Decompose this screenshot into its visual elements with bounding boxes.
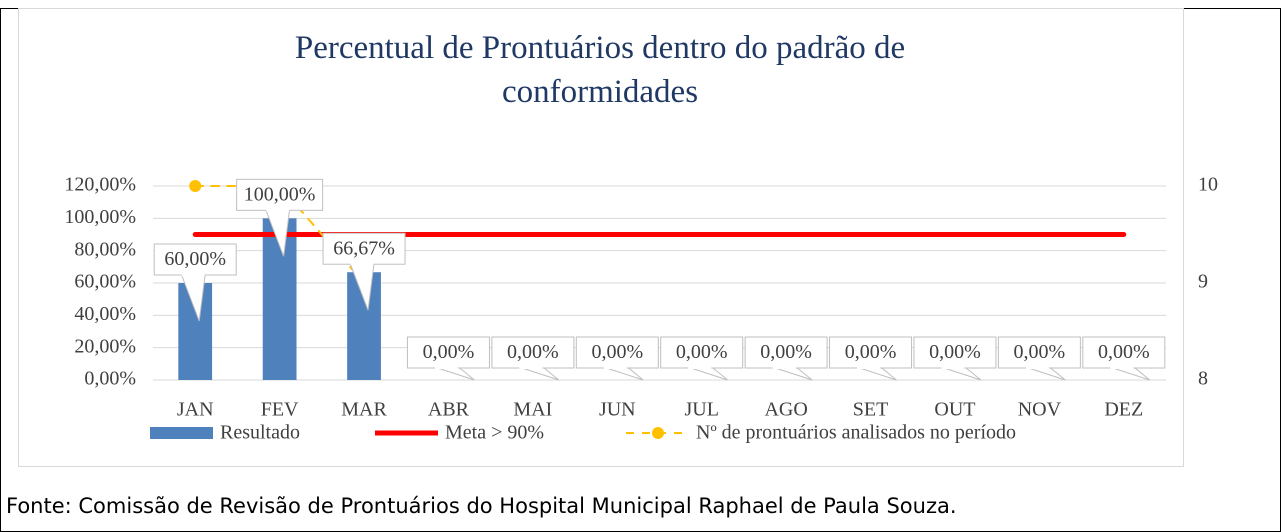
data-label: 0,00% xyxy=(423,341,475,363)
chart-title: Percentual de Prontuários dentro do padr… xyxy=(294,30,906,110)
y-tick-label: 0,00% xyxy=(84,368,136,390)
y-tick-label: 120,00% xyxy=(64,174,136,196)
x-tick-label: AGO xyxy=(764,399,807,421)
x-tick-label: MAR xyxy=(341,399,387,421)
data-label: 0,00% xyxy=(845,341,897,363)
callout-box xyxy=(913,336,997,369)
y2-tick-label: 9 xyxy=(1198,271,1208,293)
x-tick-label: SET xyxy=(853,399,889,421)
data-label: 0,00% xyxy=(1098,341,1150,363)
callout-pointer xyxy=(603,366,644,381)
x-tick-label: DEZ xyxy=(1104,399,1143,421)
callout-seam xyxy=(772,366,796,369)
callout-pointer xyxy=(1109,366,1151,381)
callout-pointer xyxy=(1025,366,1066,381)
callout-pointer xyxy=(940,366,982,381)
x-tick-label: MAI xyxy=(513,399,552,421)
callout-pointer xyxy=(180,273,206,322)
data-label: 0,00% xyxy=(760,341,812,363)
callout-box xyxy=(829,336,913,369)
y-tick-label: 80,00% xyxy=(74,238,136,260)
data-label: 0,00% xyxy=(507,341,559,363)
x-tick-label: JUN xyxy=(599,399,636,421)
x-tick-label: FEV xyxy=(261,399,299,421)
chart-frame xyxy=(18,8,1184,467)
callout-seam xyxy=(1110,366,1134,369)
callout-box xyxy=(744,336,828,369)
data-label: 0,00% xyxy=(676,341,728,363)
callout-seam xyxy=(688,366,712,369)
callout-pointer xyxy=(349,263,375,311)
legend-label: Meta > 90% xyxy=(445,422,544,444)
legend-marker xyxy=(652,427,664,439)
x-tick-label: JAN xyxy=(177,399,214,421)
callout-box xyxy=(236,178,324,211)
callout-box xyxy=(575,336,659,369)
data-label: 60,00% xyxy=(164,248,226,270)
callout-seam xyxy=(350,262,374,266)
callout-pointer xyxy=(856,366,897,381)
data-label: 0,00% xyxy=(591,341,643,363)
series-marker xyxy=(189,180,202,192)
y-tick-label: 100,00% xyxy=(64,206,136,228)
data-label: 0,00% xyxy=(1014,341,1066,363)
y-tick-label: 60,00% xyxy=(74,271,136,293)
callout-box xyxy=(153,243,237,276)
callout-seam xyxy=(1025,366,1049,369)
callout-seam xyxy=(266,208,290,212)
callout-seam xyxy=(519,366,543,369)
callout-pointer xyxy=(518,366,560,381)
callout-pointer xyxy=(687,366,729,381)
data-label: 100,00% xyxy=(244,183,316,205)
source-note: Fonte: Comissão de Revisão de Prontuário… xyxy=(6,494,957,518)
y-tick-label: 20,00% xyxy=(74,335,136,357)
callout-seam xyxy=(941,366,965,369)
callout-box xyxy=(406,336,490,369)
callout-pointer xyxy=(434,366,475,381)
x-tick-label: JUL xyxy=(684,399,718,421)
callout-box xyxy=(322,232,406,265)
callout-box xyxy=(1082,336,1166,369)
callout-seam xyxy=(603,366,627,369)
callout-box xyxy=(660,336,744,369)
legend-swatch xyxy=(150,427,213,439)
callout-pointer xyxy=(265,209,291,257)
y2-tick-label: 8 xyxy=(1198,368,1208,390)
callout-seam xyxy=(857,366,881,369)
x-tick-label: OUT xyxy=(934,399,975,421)
legend-label: Nº de prontuários analisados no período xyxy=(696,422,1016,444)
x-tick-label: NOV xyxy=(1018,399,1062,421)
data-label: 66,67% xyxy=(333,237,395,259)
legend-label: Resultado xyxy=(220,422,300,444)
callout-pointer xyxy=(771,366,813,381)
x-tick-label: ABR xyxy=(428,399,470,421)
y2-tick-label: 10 xyxy=(1198,174,1218,196)
callout-seam xyxy=(181,273,205,276)
callout-seam xyxy=(434,366,458,369)
y-tick-label: 40,00% xyxy=(74,303,136,325)
data-label: 0,00% xyxy=(929,341,981,363)
